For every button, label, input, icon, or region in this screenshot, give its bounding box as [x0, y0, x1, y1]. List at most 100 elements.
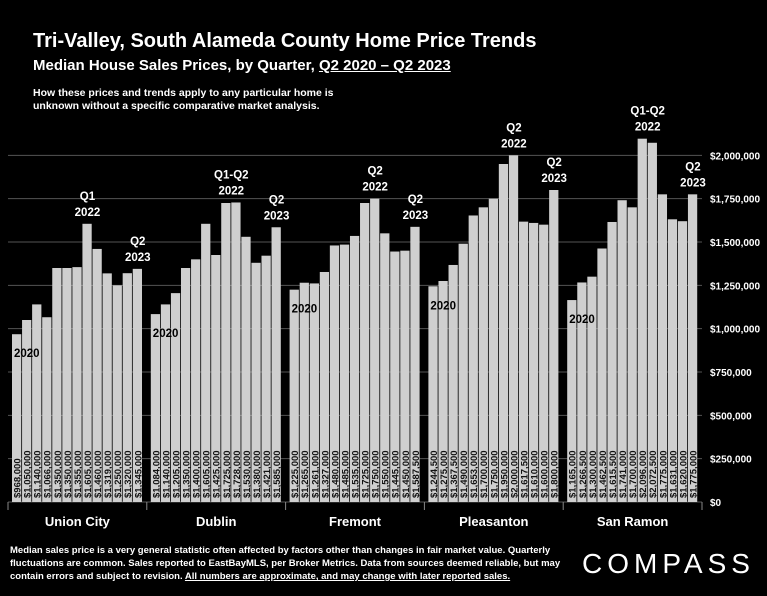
- bar: [390, 251, 400, 502]
- bar-value-label: $968,000: [13, 458, 24, 498]
- x-category-label: Union City: [45, 514, 111, 529]
- annotation-label: 2022: [362, 182, 388, 194]
- chart-title: Tri-Valley, South Alameda County Home Pr…: [33, 30, 537, 52]
- bar: [102, 273, 112, 502]
- bar: [309, 283, 319, 502]
- bar-value-label: $1,425,000: [212, 450, 223, 498]
- annotation-label: Q2: [546, 157, 561, 169]
- bar: [549, 190, 559, 502]
- x-category-label: Fremont: [329, 514, 382, 529]
- x-category-label: San Ramon: [597, 514, 669, 529]
- bar-value-label: $1,380,000: [252, 450, 263, 498]
- bar-value-label: $1,605,000: [202, 450, 213, 498]
- bar: [299, 282, 309, 502]
- annotation-label: Q2: [685, 161, 700, 173]
- bar: [488, 198, 499, 502]
- bar-value-label: $1,421,000: [262, 450, 273, 498]
- bar: [438, 281, 448, 502]
- bar: [529, 222, 539, 502]
- x-category-label: Pleasanton: [459, 514, 528, 529]
- y-tick-label: $1,250,000: [710, 281, 760, 292]
- bar-value-label: $1,225,000: [290, 450, 301, 498]
- annotation-label: 2023: [403, 210, 429, 222]
- bar: [597, 248, 607, 502]
- subtitle-prefix: Median House Sales Prices, by Quarter,: [33, 57, 319, 74]
- bar: [539, 224, 549, 502]
- bar-value-label: $1,775,000: [688, 450, 699, 498]
- bar-value-label: $1,631,000: [668, 450, 679, 498]
- bar-value-label: $1,345,000: [133, 450, 144, 498]
- y-tick-label: $0: [710, 498, 722, 509]
- bar-value-label: $1,350,000: [63, 450, 74, 498]
- bar-value-label: $1,205,000: [171, 450, 182, 498]
- bar: [617, 200, 627, 502]
- bar: [448, 264, 458, 502]
- annotation-label: Q1-Q2: [214, 169, 249, 181]
- bar: [42, 317, 52, 502]
- bar: [211, 255, 221, 502]
- bar-value-label: $1,530,000: [242, 450, 253, 498]
- annotation-label: 2023: [541, 173, 567, 185]
- bar-value-label: $1,460,000: [93, 450, 104, 498]
- annotation-label: 2023: [125, 252, 151, 264]
- bar-value-label: $2,072,500: [648, 450, 659, 498]
- bar: [428, 286, 438, 502]
- bar-value-label: $1,140,000: [161, 450, 172, 498]
- y-tick-label: $2,000,000: [710, 151, 760, 162]
- bar-value-label: $1,445,000: [391, 450, 402, 498]
- bar: [92, 248, 102, 502]
- footer-underlined: All numbers are approximate, and may cha…: [184, 571, 511, 582]
- bar: [150, 314, 161, 502]
- bar-value-label: $1,165,000: [568, 450, 579, 498]
- bar: [180, 268, 191, 502]
- chart-note: How these prices and trends apply to any…: [33, 87, 334, 112]
- bar-value-label: $1,480,000: [330, 450, 341, 498]
- bar: [587, 276, 597, 502]
- annotation-label: Q1-Q2: [630, 106, 665, 118]
- bar: [508, 155, 519, 503]
- bar: [122, 273, 132, 502]
- bar: [370, 198, 380, 502]
- annotation-label: Q1: [80, 191, 96, 203]
- bar: [319, 271, 330, 502]
- bar: [478, 207, 488, 503]
- annotation-2020: 2020: [14, 348, 40, 360]
- chart-subtitle: Median House Sales Prices, by Quarter, Q…: [33, 57, 451, 74]
- bar-value-label: $2,096,000: [638, 450, 649, 498]
- compass-logo: COMPASS: [582, 548, 755, 579]
- bar: [349, 235, 360, 502]
- bar-value-label: $1,775,000: [658, 450, 669, 498]
- y-tick-label: $500,000: [710, 411, 752, 422]
- y-tick-label: $1,500,000: [710, 238, 760, 249]
- y-tick-label: $750,000: [710, 368, 752, 379]
- bar-value-label: $1,700,000: [479, 450, 490, 498]
- bar: [251, 262, 261, 502]
- bar: [160, 304, 171, 502]
- bar-value-label: $1,300,000: [588, 450, 599, 498]
- annotation-label: Q2: [130, 236, 145, 248]
- annotation-2020: 2020: [153, 328, 179, 340]
- bar: [132, 268, 142, 502]
- bar-value-label: $1,140,000: [33, 450, 44, 498]
- bar: [12, 334, 22, 502]
- bar-value-label: $1,319,000: [103, 450, 114, 498]
- bar: [261, 255, 271, 502]
- bar: [201, 223, 211, 503]
- bar-value-label: $1,615,500: [608, 450, 619, 498]
- bar-value-label: $1,066,000: [43, 450, 54, 498]
- bar-value-label: $1,367,500: [449, 450, 460, 498]
- bar-value-label: $1,275,000: [439, 450, 450, 498]
- bar-value-label: $1,550,000: [381, 450, 392, 498]
- bar: [329, 245, 340, 502]
- annotation-label: Q2: [269, 194, 284, 206]
- bar-value-label: $1,535,000: [351, 450, 362, 498]
- bar-value-label: $1,355,000: [73, 450, 84, 498]
- bar-value-label: $1,587,500: [411, 450, 422, 498]
- annotation-label: 2023: [264, 210, 290, 222]
- bar-value-label: $1,610,000: [530, 450, 541, 498]
- bar: [289, 289, 299, 502]
- bar: [360, 203, 370, 502]
- bar-value-label: $1,350,000: [53, 450, 64, 498]
- annotation-label: 2022: [635, 122, 661, 134]
- price-bar-chart: $0 $250,000 $500,000 $750,000 $1,000,000 $1,2…: [7, 106, 760, 529]
